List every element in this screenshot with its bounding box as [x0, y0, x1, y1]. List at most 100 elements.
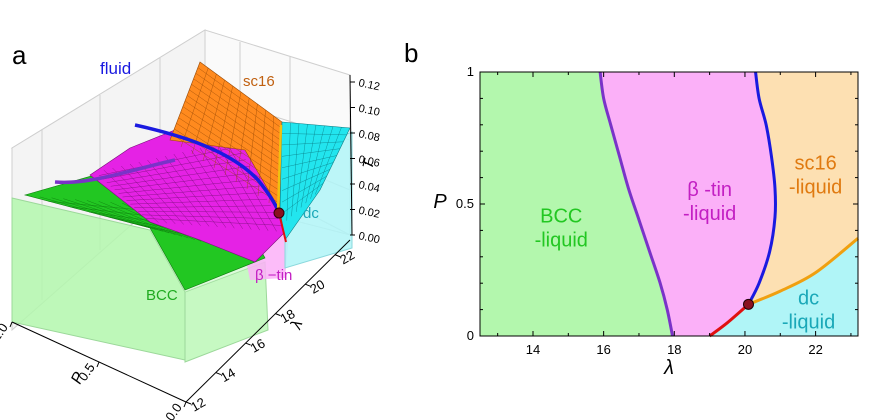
panel-a-dc-mesh-line: [315, 127, 342, 195]
panel-a-lambda-tick-label: 18: [277, 306, 297, 326]
panel-a-lambda-tick-label: 20: [307, 277, 327, 297]
panel-b-y-tick-label: 1: [467, 64, 474, 79]
panel-b-label-sc16-line: sc16: [794, 153, 836, 175]
panel-a-letter: a: [12, 40, 27, 70]
panel-a-sc16-dc-boundary-line: [276, 124, 283, 213]
panel-a-dc-mesh-line: [300, 124, 317, 208]
panel-b-x-tick-label: 16: [596, 342, 610, 357]
panel-a-beta-tin-mesh-line: [102, 152, 243, 180]
panel-a-beta-tin-mesh-line: [134, 205, 271, 208]
panel-a-label-sc16: sc16: [243, 73, 275, 90]
panel-a-lambda-tick: [305, 283, 311, 287]
panel-a-sc16-mesh-line: [182, 106, 281, 173]
panel-b-label-dc-line: -liquid: [782, 311, 835, 333]
panel-a-sc16-mesh-line: [187, 95, 282, 160]
panel-b-region-beta-tin: [600, 72, 775, 336]
panel-b-label-bcc: BCC -liquid: [535, 205, 588, 251]
panel-b-boundary-lines: [598, 71, 859, 338]
panel-a-t-tick-label: 0.02: [357, 205, 380, 221]
panel-a-bcc-beta-boundary-line: [54, 158, 176, 185]
panel-a-lambda-tick-label: 14: [218, 365, 238, 385]
panel-b-line-beta-sc16: [747, 71, 778, 306]
panel-a-dc-mesh-line: [281, 141, 344, 146]
panel-a-beta-tin-mesh-line: [146, 218, 282, 226]
panel-b-x-tick-label: 20: [738, 342, 752, 357]
panel-b-line-beta-dc: [708, 303, 750, 338]
panel-b-label-beta_tin-line: -liquid: [683, 203, 736, 225]
panel-a-lambda-tick: [275, 313, 281, 317]
panel-a-lambda-tick: [215, 372, 222, 376]
panel-b-label-sc16-line: -liquid: [789, 177, 842, 199]
panel-b-line-bcc-beta: [598, 71, 675, 337]
panel-a-sc16-mesh-line: [195, 72, 282, 135]
panel-a-t-tick-label: 0.08: [357, 128, 380, 144]
panel-b-label-beta_tin-line: β -tin: [687, 179, 732, 201]
panel-a-beta-tin-mesh-line: [126, 192, 264, 201]
panel-b-region-bcc: [480, 72, 673, 336]
panel-a-beta-tin-mesh-line: [118, 179, 257, 194]
panel-a-dc-mesh-line: [281, 182, 324, 214]
panel-a-dc-mesh-line: [281, 162, 334, 180]
panel-a-p-tick-label: 1.0: [0, 320, 11, 343]
panel-a-beta-tin-mesh: [98, 141, 282, 232]
panel-a-t-axis-line: [349, 74, 353, 236]
panel-a-lambda-tick: [245, 342, 251, 346]
panel-a-fluid-boundary-line: [134, 123, 281, 214]
panel-a-p-tick: [9, 321, 13, 328]
panel-b-label-bcc-line: BCC: [540, 205, 582, 227]
panel-a-t-tick-label: 0.10: [357, 103, 380, 119]
panel-a-sc16-mesh-line: [191, 84, 282, 148]
panel-a-dc-mesh-line: [286, 122, 291, 221]
panel-b-region-dc: [709, 238, 858, 336]
panel-a-sc16-mesh-line: [180, 111, 281, 179]
panel-b-label-bcc-line: -liquid: [535, 229, 588, 251]
panel-a-lambda-tick-label: 12: [188, 394, 208, 414]
panel-a-p-tick-label: 0.0: [162, 400, 185, 420]
panel-a-dc-mesh-line: [296, 124, 308, 212]
panel-a-t-tick-label: 0.12: [357, 77, 380, 93]
panel-a-beta-tin-mesh-line: [142, 214, 278, 220]
panel-a-t-tick-label: 0.00: [357, 230, 380, 246]
panel-b-label-dc: dc -liquid: [782, 287, 835, 333]
panel-a-sc16-mesh-line: [197, 67, 282, 129]
panel-a-lambda-tick: [334, 254, 341, 258]
panel-a-sc16-mesh-line: [178, 117, 281, 186]
panel-a-dc-mesh-line: [281, 148, 341, 157]
panel-a-beta-tin-mesh-line: [130, 198, 268, 205]
panel-b-axes: 14 16 18 20 22 0 0.5 1: [456, 64, 859, 357]
panel-a-dc-surface-fill: [279, 121, 351, 241]
panel-a-dc-mesh: [281, 122, 347, 221]
panel-a-dc-mesh-line: [281, 155, 337, 168]
panel-a-label-bcc: BCC: [146, 287, 178, 304]
panel-a-sc16-mesh-line: [172, 134, 281, 204]
panel-a-p-tick: [96, 361, 100, 368]
panel-a-t-axis: 0.00 0.02 0.04 0.06 0.08 0.10 0.12: [349, 74, 381, 246]
panel-a-beta-tin-mesh-line: [122, 185, 261, 198]
panel-a-sc16-mesh-line: [189, 89, 282, 154]
panel-a-lambda-tick: [185, 401, 192, 405]
panel-a-beta-tin-mesh-line: [106, 159, 246, 183]
panel-b-regions: [480, 72, 858, 336]
panel-a-lambda-tick-label: 16: [248, 335, 268, 355]
panel-a-beta-tin-mesh-line: [114, 172, 253, 191]
panel-b-x-tick-label: 14: [526, 342, 540, 357]
panel-a-lambda-axis-label: λ: [287, 318, 306, 332]
panel-a-dc-mesh-line: [305, 125, 325, 204]
panel-a-lambda-axis: 12 14 16 18 20 22: [185, 239, 357, 415]
panel-b-letter: b: [404, 38, 418, 68]
panel-a-dc-surface: [279, 121, 351, 241]
panel-a-dc-mesh-line: [281, 176, 327, 203]
panel-b-x-axis-label: λ: [663, 357, 674, 379]
panel-b-x-tick-label: 18: [667, 342, 681, 357]
panel-a-label-fluid: fluid: [100, 59, 131, 78]
panel-b-label-sc16: sc16 -liquid: [789, 153, 842, 199]
panel-a-sc16-mesh-line: [193, 78, 282, 142]
panel-b-y-tick-label: 0: [467, 328, 474, 343]
panel-b-label-beta_tin: β -tin -liquid: [683, 179, 736, 225]
panel-a-beta-tin-mesh-line: [138, 211, 275, 213]
panel-a-dc-mesh-line: [310, 126, 334, 199]
panel-a-label-beta-tin: β −tin: [255, 267, 292, 284]
